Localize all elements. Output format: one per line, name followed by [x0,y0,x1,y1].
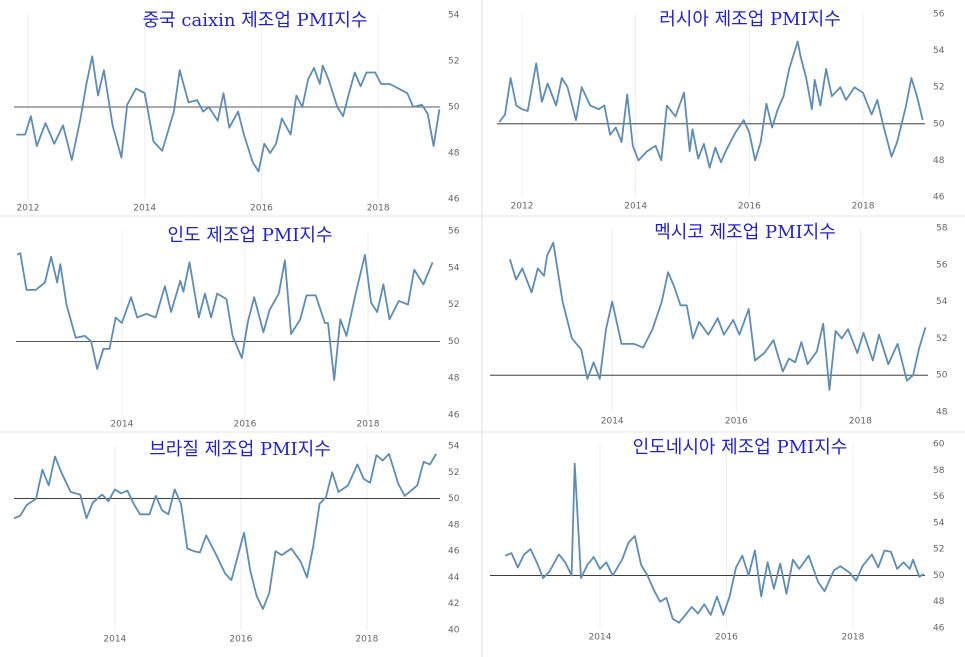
y-tick-label: 50 [933,119,945,129]
y-tick-label: 48 [448,149,460,159]
x-tick-label: 2018 [367,204,390,214]
x-tick-label: 2016 [738,202,761,212]
y-tick-label: 40 [448,626,460,636]
x-tick-label: 2016 [725,417,748,427]
y-tick-label: 56 [448,227,460,237]
x-tick-label: 2018 [849,417,872,427]
y-tick-label: 50 [936,371,948,381]
y-tick-label: 60 [933,440,945,450]
x-tick-label: 2012 [17,204,40,214]
y-tick-label: 50 [448,103,460,113]
data-line [509,241,927,391]
data-line [13,453,437,610]
data-line [16,252,434,381]
y-tick-label: 52 [448,300,459,310]
x-tick-label: 2016 [229,635,252,645]
x-tick-label: 2018 [841,633,864,643]
y-tick-label: 58 [933,466,945,476]
y-tick-label: 52 [448,57,459,67]
chart-title: 멕시코 제조업 PMI지수 [654,222,836,243]
x-tick-label: 2018 [852,202,875,212]
y-tick-label: 48 [933,597,945,607]
y-tick-label: 54 [936,297,948,307]
y-tick-label: 42 [448,599,459,609]
y-tick-label: 50 [448,494,460,504]
x-tick-label: 2014 [110,420,133,430]
chart-title: 러시아 제조업 PMI지수 [659,9,841,30]
y-tick-label: 48 [448,520,460,530]
x-tick-label: 2012 [511,202,534,212]
chart-title: 중국 caixin 제조업 PMI지수 [143,10,368,31]
y-tick-label: 44 [448,573,460,583]
x-tick-label: 2014 [624,202,647,212]
y-tick-label: 50 [448,337,460,347]
y-tick-label: 56 [933,492,945,502]
y-tick-label: 56 [936,260,948,270]
y-tick-label: 54 [448,263,460,273]
x-tick-label: 2014 [601,417,624,427]
y-tick-label: 50 [933,571,945,581]
x-tick-label: 2014 [589,633,612,643]
y-tick-label: 56 [933,10,945,20]
y-tick-label: 48 [448,374,460,384]
x-tick-label: 2018 [357,420,380,430]
y-tick-label: 54 [933,518,945,528]
y-tick-label: 52 [933,545,944,555]
chart-title: 인도 제조업 PMI지수 [167,225,332,246]
y-tick-label: 46 [933,193,945,203]
y-tick-label: 52 [448,468,459,478]
y-tick-label: 46 [933,624,945,634]
y-tick-label: 46 [448,195,460,205]
data-line [16,55,441,173]
x-tick-label: 2016 [250,204,273,214]
chart-title: 브라질 제조업 PMI지수 [149,439,331,460]
y-tick-label: 52 [936,334,947,344]
data-line [504,462,925,624]
x-tick-label: 2014 [133,204,156,214]
x-tick-label: 2014 [103,635,126,645]
x-tick-label: 2016 [233,420,256,430]
y-tick-label: 54 [448,442,460,452]
y-tick-label: 52 [933,83,944,93]
y-tick-label: 54 [448,11,460,21]
y-tick-label: 46 [448,411,460,421]
y-tick-label: 46 [448,547,460,557]
y-tick-label: 48 [936,408,948,418]
y-tick-label: 48 [933,156,945,166]
data-line [498,40,924,169]
x-tick-label: 2016 [715,633,738,643]
y-tick-label: 54 [933,46,945,56]
x-tick-label: 2018 [355,635,378,645]
y-tick-label: 58 [936,224,948,234]
chart-title: 인도네시아 제조업 PMI지수 [633,437,848,458]
